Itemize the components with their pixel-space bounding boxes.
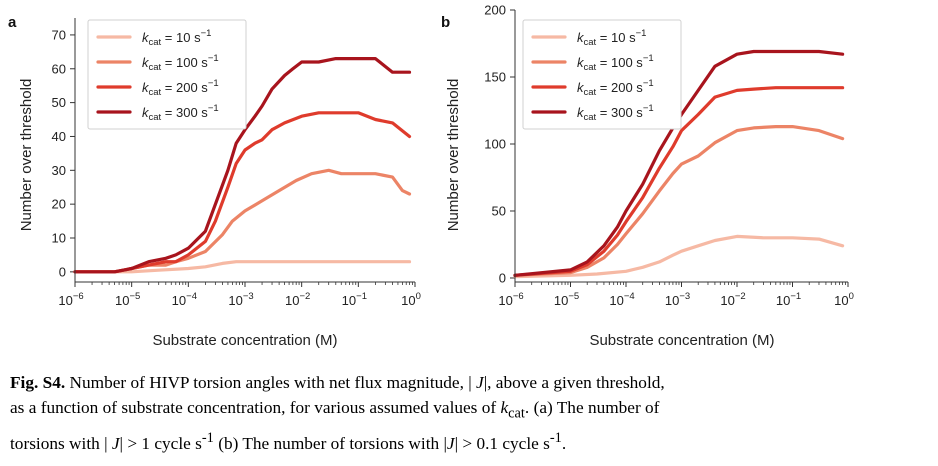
x-tick-label: 10−2 [285,291,310,308]
panel-b-y-ticks: 0 50 100 150 200 [484,3,515,285]
panel-letter-b: b [441,14,450,31]
series-line-3 [73,56,412,274]
panel-a-y-ticks: 0 10 20 30 40 50 60 70 [52,27,75,279]
caption-symbol-k: k [500,398,509,417]
y-tick-label: 20 [52,197,66,212]
caption-text-2: |, above a given threshold, [483,373,665,392]
y-tick-label: 100 [484,136,506,151]
panel-a-legend: kcat = 10 s−1 kcat = 100 s−1 kcat = 200 s−… [87,19,247,130]
panel-b-x-ticks: 10−6 10−5 10−4 10−3 10−2 10−1 100 [498,282,854,308]
legend-label: kcat = 200 s−1 [577,78,654,98]
x-tick-label: 100 [401,291,421,308]
x-tick-label: 10−4 [172,291,197,308]
panel-letter-a: a [8,14,17,31]
figure-caption: Fig. S4. Number of HIVP torsion angles w… [10,370,935,456]
series-line-1 [73,168,412,274]
caption-text-9: . [561,434,567,454]
caption-symbol-j: J [111,434,120,454]
x-tick-label: 10−5 [554,291,579,308]
y-tick-label: 50 [52,95,66,110]
panel-b-xlabel: Substrate concentration (M) [589,332,774,349]
x-tick-label: 10−5 [115,291,140,308]
x-tick-label: 10−3 [665,291,690,308]
caption-line-1: Fig. S4. Number of HIVP torsion angles w… [10,370,935,395]
legend-label: kcat = 200 s−1 [142,78,219,98]
x-tick-label: 10−2 [720,291,745,308]
y-tick-label: 50 [492,203,506,218]
caption-superscript: -1 [201,430,214,447]
panel-b-legend-box [522,19,682,130]
y-tick-label: 10 [52,231,66,246]
panel-a: a Number over threshold Substrate concen… [8,14,421,349]
panel-a-series [73,56,412,274]
panel-a-xlabel: Substrate concentration (M) [152,332,337,349]
panel-a-ylabel: Number over threshold [18,79,35,232]
x-tick-label: 10−1 [342,291,367,308]
series-line-2 [73,111,412,274]
caption-symbol-j: J [476,373,484,392]
y-tick-label: 200 [484,3,506,18]
caption-text-4: . (a) The number of [524,398,660,417]
legend-label: kcat = 100 s−1 [142,53,219,73]
caption-line-3: torsions with | J| > 1 cycle s-1 (b) The… [10,426,935,456]
caption-text-3: as a function of substrate concentration… [10,398,501,417]
series-line-0 [73,260,412,274]
panel-a-legend-box [87,19,247,130]
y-tick-label: 40 [52,129,66,144]
caption-text-8: | > 0.1 cycle s [454,434,550,454]
y-tick-label: 150 [484,69,506,84]
y-tick-label: 70 [52,27,66,42]
x-tick-label: 10−3 [228,291,253,308]
panel-b-legend: kcat = 10 s−1 kcat = 100 s−1 kcat = 200 s−… [522,19,682,130]
series-line-1 [513,124,845,277]
caption-label: Fig. S4. [10,373,66,392]
panel-b-ylabel: Number over threshold [445,79,462,232]
series-line-0 [513,234,845,279]
caption-text-5: torsions with | [10,434,112,454]
y-tick-label: 30 [52,163,66,178]
legend-label: kcat = 10 s−1 [142,28,211,48]
legend-label: kcat = 300 s−1 [142,103,219,123]
caption-text-7: (b) The number of torsions with | [213,434,447,454]
figure: a Number over threshold Substrate concen… [8,3,854,350]
series-line-2 [513,86,845,277]
y-tick-label: 0 [59,264,66,279]
x-tick-label: 10−6 [58,291,83,308]
x-tick-label: 10−4 [609,291,634,308]
panel-b: b Number over threshold Substrate concen… [441,3,854,350]
x-tick-label: 10−1 [776,291,801,308]
y-tick-label: 60 [52,61,66,76]
x-tick-label: 100 [834,291,854,308]
panel-a-x-ticks: 10−6 10−5 10−4 10−3 10−2 10−1 100 [58,282,421,308]
caption-subscript-cat: cat [508,405,525,422]
caption-text-6: | > 1 cycle s [119,434,202,454]
legend-label: kcat = 10 s−1 [577,28,646,48]
legend-label: kcat = 300 s−1 [577,103,654,123]
legend-label: kcat = 100 s−1 [577,53,654,73]
caption-superscript: -1 [549,430,562,447]
x-tick-label: 10−6 [498,291,523,308]
caption-symbol-j: J [446,434,455,454]
caption-line-2: as a function of substrate concentration… [10,395,935,426]
y-tick-label: 0 [499,270,506,285]
caption-text-1: Number of HIVP torsion angles with net f… [69,373,477,392]
panel-b-series [513,49,845,279]
